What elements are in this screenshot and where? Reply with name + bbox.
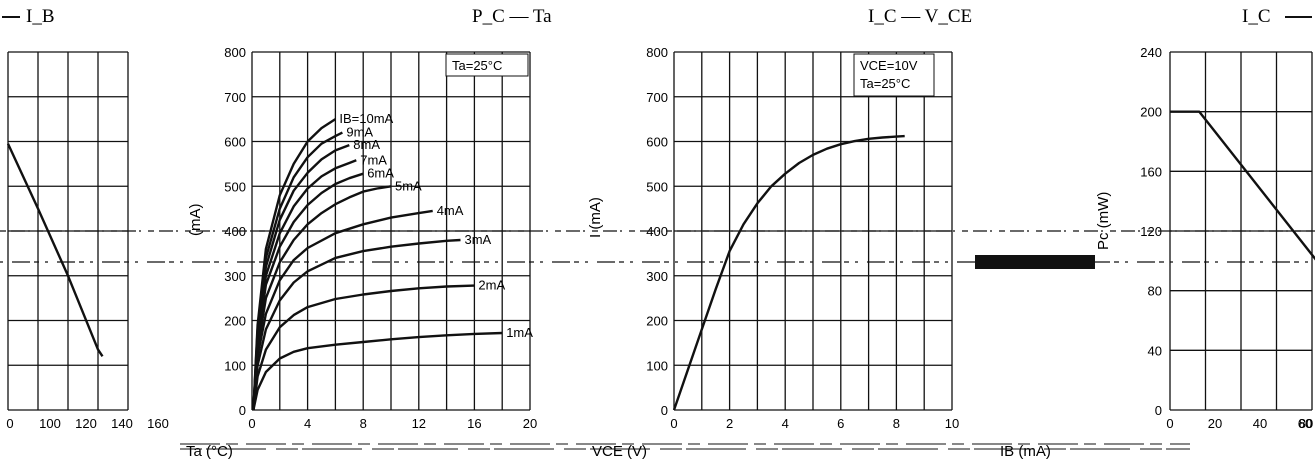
annotation-box xyxy=(445,53,529,77)
series-line xyxy=(1170,110,1315,261)
y-tick-label: 200 xyxy=(224,314,246,329)
x-tick-label: 80 xyxy=(1299,416,1313,431)
x-tick-label: 4 xyxy=(304,416,311,431)
heading-center-right: I_C — V_CE xyxy=(868,6,972,27)
x-tick-label: 16 xyxy=(467,416,481,431)
series-label: 9mA xyxy=(346,125,373,140)
series-label: 8mA xyxy=(353,137,380,152)
x-tick-label: 12 xyxy=(412,416,426,431)
header-row: I_B P_C — Ta I_C — V_CE I_C xyxy=(2,6,1312,27)
y-axis-label: (mA) xyxy=(187,204,204,237)
y-tick-label: 700 xyxy=(224,90,246,105)
x-tick-labels: 0 100 120 140 160 xyxy=(6,416,168,431)
x-tick-label: 10 xyxy=(945,416,959,431)
heading-right: I_C xyxy=(1242,6,1271,27)
y-tick-label: 0 xyxy=(239,403,246,418)
series-label: 4mA xyxy=(437,203,464,218)
y-tick-label: 800 xyxy=(646,45,668,60)
x-tick-label: 8 xyxy=(360,416,367,431)
annotation-text: Ta=25°C xyxy=(452,58,502,73)
x-tick-label: 100 xyxy=(39,416,61,431)
x-tick-label: 0 xyxy=(670,416,677,431)
x-tick-labels: 0 2 4 6 8 10 xyxy=(670,416,959,431)
x-tick-label: 0 xyxy=(6,416,13,431)
x-tick-label: 40 xyxy=(1253,416,1267,431)
annotation-box xyxy=(853,53,935,97)
series-line xyxy=(672,134,905,411)
y-tick-label: 500 xyxy=(224,179,246,194)
series-line xyxy=(6,143,104,357)
y-tick-label: 240 xyxy=(1140,45,1162,60)
x-tick-label: 0 xyxy=(1166,416,1173,431)
series-line xyxy=(252,331,503,411)
series-group xyxy=(252,118,503,411)
x-tick-label: 60 xyxy=(1298,416,1312,431)
series-label: 7mA xyxy=(360,152,387,167)
x-tick-label: 6 xyxy=(837,416,844,431)
x-tick-label: 20 xyxy=(1208,416,1222,431)
series-label: 5mA xyxy=(395,178,422,193)
y-axis-label: I (mA) xyxy=(587,197,604,238)
series-line xyxy=(252,172,364,411)
series-label: 1mA xyxy=(506,325,533,340)
y-tick-label: 160 xyxy=(1140,164,1162,179)
x-tick-label: 0 xyxy=(248,416,255,431)
x-tick-label: 140 xyxy=(111,416,133,431)
series-label: 3mA xyxy=(465,232,492,247)
y-tick-label: 300 xyxy=(646,269,668,284)
series-line xyxy=(252,185,392,411)
series-line xyxy=(252,284,475,411)
y-tick-label: 100 xyxy=(224,358,246,373)
y-tick-label: 40 xyxy=(1148,343,1162,358)
x-axis-label: IB (mA) xyxy=(1000,443,1051,460)
series-group xyxy=(672,134,905,411)
series-label: IB=10mA xyxy=(339,111,393,126)
grid xyxy=(7,51,129,411)
y-tick-label: 100 xyxy=(646,358,668,373)
chart-panel-1: 0 100 120 140 160 Ta (°C) xyxy=(6,51,233,460)
x-tick-label: 20 xyxy=(523,416,537,431)
x-tick-label: 8 xyxy=(893,416,900,431)
series-group xyxy=(1170,110,1315,261)
y-tick-label: 80 xyxy=(1148,284,1162,299)
scan-blot xyxy=(975,255,1095,269)
x-tick-label: 2 xyxy=(726,416,733,431)
scan-artifacts xyxy=(0,230,1315,450)
heading-left: I_B xyxy=(26,6,55,27)
x-axis-label: Ta (°C) xyxy=(186,443,233,460)
y-tick-label: 0 xyxy=(1155,403,1162,418)
annotation-line-1: VCE=10V xyxy=(860,58,918,73)
series-line xyxy=(252,238,461,411)
x-axis-label: VCE (V) xyxy=(592,443,647,460)
series-line xyxy=(252,209,433,411)
y-tick-label: 300 xyxy=(224,269,246,284)
series-group xyxy=(6,143,104,357)
heading-center-left: P_C — Ta xyxy=(472,6,552,27)
y-tick-label: 600 xyxy=(224,135,246,150)
y-tick-label: 0 xyxy=(661,403,668,418)
x-tick-label: 4 xyxy=(782,416,789,431)
x-tick-label: 160 xyxy=(147,416,169,431)
y-tick-label: 800 xyxy=(224,45,246,60)
series-line xyxy=(252,159,357,411)
series-label: 2mA xyxy=(478,278,505,293)
x-tick-label: 120 xyxy=(75,416,97,431)
y-tick-label: 700 xyxy=(646,90,668,105)
y-tick-label: 600 xyxy=(646,135,668,150)
y-axis-label: Pc (mW) xyxy=(1095,192,1112,250)
annotation-line-2: Ta=25°C xyxy=(860,76,910,91)
x-tick-labels: 0 4 8 12 16 20 xyxy=(248,416,537,431)
y-tick-label: 500 xyxy=(646,179,668,194)
y-tick-label: 200 xyxy=(1140,105,1162,120)
series-label: 6mA xyxy=(367,166,394,181)
y-tick-label: 200 xyxy=(646,314,668,329)
